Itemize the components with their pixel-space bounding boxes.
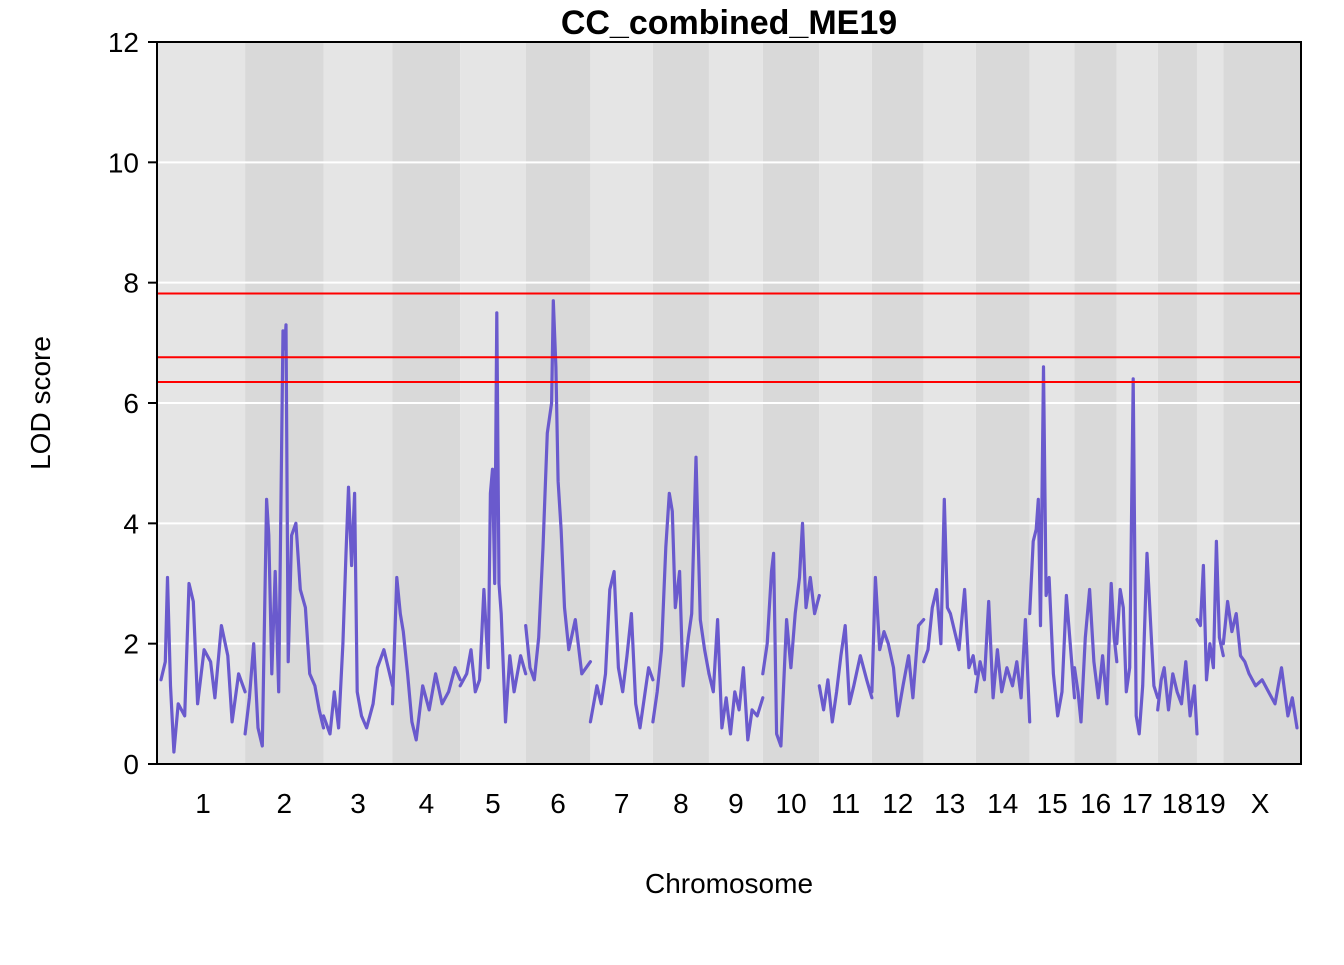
lod-line-chr-15 [1028,365,1077,718]
significance-thresholds [157,292,1301,383]
lod-line-chr-9 [707,617,765,742]
x-tick-label: 6 [550,788,566,819]
y-axis: 0 2 4 6 8 10 12 [108,27,157,780]
x-tick-label: 17 [1122,788,1153,819]
lod-line-chr-17 [1115,377,1160,736]
y-tick-label: 0 [123,749,139,780]
lod-line-chr-11 [817,623,874,724]
lod-line-chr-8 [651,455,711,724]
lod-line-chr-6 [524,299,593,682]
x-tick-label: 14 [987,788,1018,819]
lod-line-chr-19 [1195,539,1225,682]
x-tick-label: 16 [1080,788,1111,819]
y-tick-label: 10 [108,147,139,178]
x-tick-label: 13 [934,788,965,819]
lod-line-chr-7 [588,569,655,730]
x-tick-label: 10 [776,788,807,819]
x-axis-label: Chromosome [645,868,813,899]
lod-line-chr-5 [458,311,528,724]
lod-line-chr-14 [974,599,1032,724]
lod-line-chr-2 [243,323,326,748]
lod-line-chr-3 [321,485,395,736]
x-tick-label: 9 [728,788,744,819]
x-tick-label: 1 [195,788,211,819]
lod-line-chr-X [1221,599,1299,730]
lod-line-chr-16 [1072,581,1119,724]
x-tick-label: 2 [277,788,293,819]
x-tick-label: 15 [1037,788,1068,819]
y-tick-label: 8 [123,268,139,299]
x-axis: 1 2 3 4 5 6 7 8 9 10 11 12 13 14 15 16 17 18 19 X [195,788,1270,819]
x-tick-label: 12 [882,788,913,819]
x-tick-label: 18 [1162,788,1193,819]
x-tick-label: 8 [673,788,689,819]
x-tick-label: 19 [1195,788,1226,819]
y-tick-label: 2 [123,629,139,660]
lod-line-chr-12 [870,575,926,718]
lod-line-chr-10 [761,521,821,748]
chart-title: CC_combined_ME19 [561,4,897,42]
y-tick-label: 6 [123,388,139,419]
x-tick-label: 4 [419,788,435,819]
lod-line-chr-18 [1156,660,1199,736]
lod-line-chr-1 [159,575,247,754]
y-axis-label: LOD score [25,336,56,470]
lod-line-chr-4 [390,575,462,742]
x-tick-label: X [1251,788,1270,819]
x-tick-label: 5 [485,788,501,819]
lod-line-chr-13 [922,497,978,676]
y-tick-label: 4 [123,508,139,539]
x-tick-label: 3 [350,788,366,819]
y-tick-label: 12 [108,27,139,58]
x-tick-label: 11 [831,788,860,819]
lod-series [159,299,1299,754]
x-tick-label: 7 [614,788,630,819]
